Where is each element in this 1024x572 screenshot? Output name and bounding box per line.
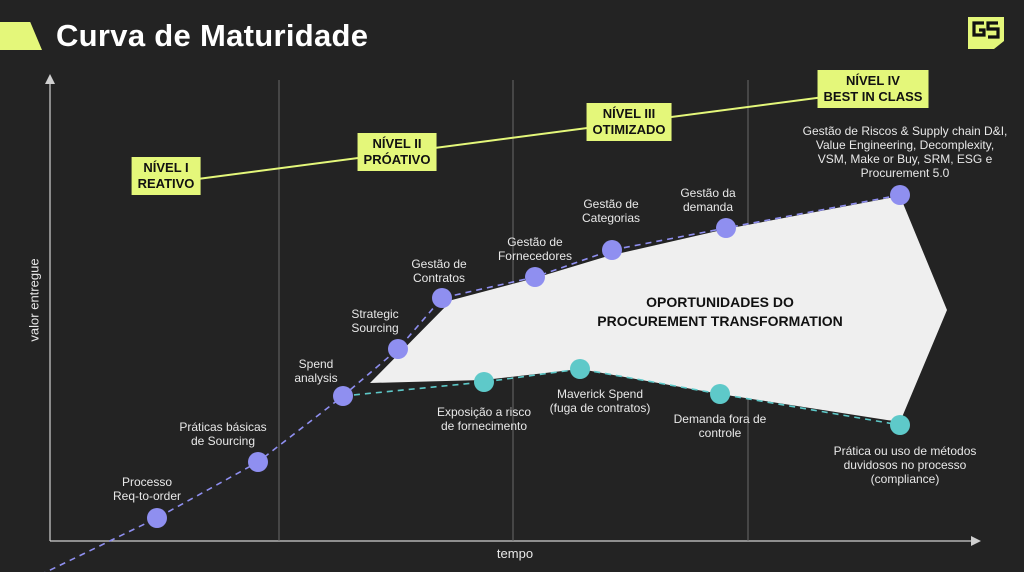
level-trend-line (189, 90, 871, 181)
risk-label: Maverick Spend (fuga de contratos) (549, 387, 651, 415)
level-4-title: NÍVEL IV (846, 73, 900, 88)
maturity-label: Gestão da demanda (680, 186, 736, 214)
page-title: Curva de Maturidade (56, 18, 369, 53)
maturity-dot (432, 288, 452, 308)
maturity-dot (333, 386, 353, 406)
level-3-name: OTIMIZADO (592, 122, 666, 137)
maturity-dot (525, 267, 545, 287)
y-axis-label: valor entregue (26, 258, 42, 342)
maturity-path-line (44, 194, 901, 572)
maturity-label: Práticas básicas de Sourcing (179, 420, 267, 448)
y-axis-arrow (45, 74, 55, 84)
risk-dot (710, 384, 730, 404)
maturity-label: Strategic Sourcing (351, 307, 399, 335)
x-axis-arrow (971, 536, 981, 546)
maturity-dot (602, 240, 622, 260)
maturity-label: Gestão de Fornecedores (497, 235, 573, 263)
level-box-3: NÍVEL III OTIMIZADO (586, 103, 672, 141)
risk-label: Exposição a risco de fornecimento (436, 405, 532, 433)
maturity-label: Processo Req-to-order (112, 475, 182, 503)
risk-label: Prática ou uso de métodos duvidosos no pr… (833, 444, 977, 486)
level-box-4: NÍVEL IV BEST IN CLASS (817, 70, 929, 108)
level-box-1: NÍVEL I REATIVO (131, 157, 201, 195)
maturity-label: Gestão de Riscos & Supply chain D&I, Valu… (802, 124, 1008, 180)
risk-label: Demanda fora de controle (673, 412, 767, 440)
maturity-dot (248, 452, 268, 472)
level-1-title: NÍVEL I (143, 160, 189, 175)
level-3-title: NÍVEL III (602, 106, 656, 121)
maturity-label: Spend analysis (294, 357, 338, 385)
maturity-label: Gestão de Contratos (411, 257, 467, 285)
level-2-name: PRÓATIVO (363, 152, 431, 167)
risk-path-line (342, 368, 901, 426)
maturity-dot (890, 185, 910, 205)
x-axis-label: tempo (496, 546, 534, 561)
level-box-2: NÍVEL II PRÓATIVO (357, 133, 437, 171)
level-1-name: REATIVO (137, 176, 195, 191)
maturity-dot (388, 339, 408, 359)
maturity-dot (716, 218, 736, 238)
risk-dot (474, 372, 494, 392)
opportunity-text: OPORTUNIDADES DO PROCUREMENT TRANSFORMAT… (597, 294, 843, 329)
maturity-dot (147, 508, 167, 528)
gs-logo-icon (968, 17, 1004, 49)
risk-dot (890, 415, 910, 435)
level-4-name: BEST IN CLASS (823, 89, 923, 104)
maturity-label: Gestão de Categorias (581, 197, 641, 225)
risk-dot (570, 359, 590, 379)
level-2-title: NÍVEL II (372, 136, 422, 151)
opportunity-region (370, 196, 947, 422)
